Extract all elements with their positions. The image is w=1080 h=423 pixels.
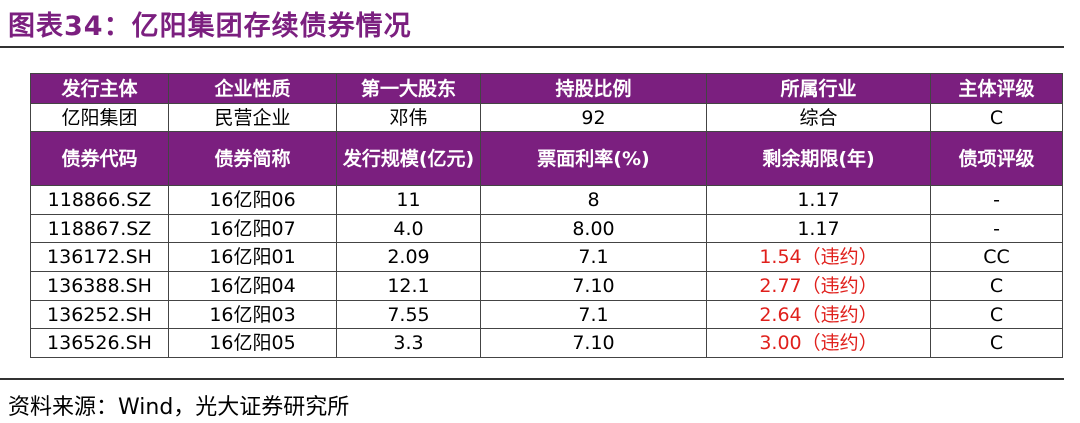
cell: C xyxy=(930,328,1063,359)
cell: 亿阳集团 xyxy=(30,103,169,132)
cell: 2.77（违约） xyxy=(706,271,931,301)
cell: 7.55 xyxy=(336,299,481,330)
cell: 136252.SH xyxy=(30,299,169,330)
header-cell: 票面利率(%) xyxy=(480,131,707,186)
table-row: 136172.SH 16亿阳01 2.09 7.1 1.54（违约） CC xyxy=(30,242,1063,273)
cell: 7.10 xyxy=(480,328,707,359)
cell: 12.1 xyxy=(336,271,481,301)
bond-table: 发行主体 企业性质 第一大股东 持股比例 所属行业 主体评级 亿阳集团 民营企业 邓伟 92 综合 C… xyxy=(30,73,1063,359)
header-cell: 剩余期限(年) xyxy=(706,131,931,186)
cell: 7.10 xyxy=(480,271,707,301)
divider xyxy=(0,46,1064,48)
cell: 8 xyxy=(480,185,707,215)
cell: 综合 xyxy=(706,103,931,132)
cell: 118867.SZ xyxy=(30,213,169,244)
cell: 民营企业 xyxy=(168,103,337,132)
header-cell: 持股比例 xyxy=(480,73,707,104)
header-cell: 债项评级 xyxy=(930,131,1063,186)
header-cell: 发行规模(亿元) xyxy=(336,131,481,186)
cell: 136526.SH xyxy=(30,328,169,359)
cell: 92 xyxy=(480,103,707,132)
cell: 2.64（违约） xyxy=(706,299,931,330)
table-row: 136252.SH 16亿阳03 7.55 7.1 2.64（违约） C xyxy=(30,299,1063,330)
cell: 136388.SH xyxy=(30,271,169,301)
cell: - xyxy=(930,185,1063,215)
header-cell: 第一大股东 xyxy=(336,73,481,104)
cell: 2.09 xyxy=(336,242,481,273)
header-cell: 发行主体 xyxy=(30,73,169,104)
cell: 邓伟 xyxy=(336,103,481,132)
cell: 8.00 xyxy=(480,213,707,244)
cell: 136172.SH xyxy=(30,242,169,273)
cell: 11 xyxy=(336,185,481,215)
header-cell: 债券简称 xyxy=(168,131,337,186)
cell: - xyxy=(930,213,1063,244)
table-row: 亿阳集团 民营企业 邓伟 92 综合 C xyxy=(30,103,1063,132)
cell: C xyxy=(930,103,1063,132)
cell: 3.00（违约） xyxy=(706,328,931,359)
divider xyxy=(0,378,1064,380)
cell: 1.17 xyxy=(706,185,931,215)
cell: 1.54（违约） xyxy=(706,242,931,273)
cell: 16亿阳01 xyxy=(168,242,337,273)
header-cell: 企业性质 xyxy=(168,73,337,104)
cell: 16亿阳05 xyxy=(168,328,337,359)
cell: 118866.SZ xyxy=(30,185,169,215)
header-cell: 主体评级 xyxy=(930,73,1063,104)
cell: 16亿阳04 xyxy=(168,271,337,301)
cell: 7.1 xyxy=(480,242,707,273)
cell: CC xyxy=(930,242,1063,273)
cell: 4.0 xyxy=(336,213,481,244)
cell: 3.3 xyxy=(336,328,481,359)
header-cell: 债券代码 xyxy=(30,131,169,186)
header-row: 发行主体 企业性质 第一大股东 持股比例 所属行业 主体评级 xyxy=(30,73,1063,104)
table-row: 118867.SZ 16亿阳07 4.0 8.00 1.17- xyxy=(30,213,1063,244)
table-row: 118866.SZ 16亿阳06 11 8 1.17- xyxy=(30,185,1063,215)
source-note: 资料来源：Wind，光大证券研究所 xyxy=(8,395,350,420)
cell: 16亿阳06 xyxy=(168,185,337,215)
cell: 1.17 xyxy=(706,213,931,244)
table-row: 136526.SH 16亿阳05 3.3 7.10 3.00（违约） C xyxy=(30,328,1063,359)
cell: 16亿阳03 xyxy=(168,299,337,330)
header-row: 债券代码 债券简称 发行规模(亿元) 票面利率(%) 剩余期限(年) 债项评级 xyxy=(30,131,1063,186)
cell: 7.1 xyxy=(480,299,707,330)
header-cell: 所属行业 xyxy=(706,73,931,104)
title: 图表34：亿阳集团存续债券情况 xyxy=(8,11,412,42)
cell: C xyxy=(930,299,1063,330)
table-row: 136388.SH 16亿阳04 12.1 7.10 2.77（违约） C xyxy=(30,271,1063,301)
cell: 16亿阳07 xyxy=(168,213,337,244)
cell: C xyxy=(930,271,1063,301)
